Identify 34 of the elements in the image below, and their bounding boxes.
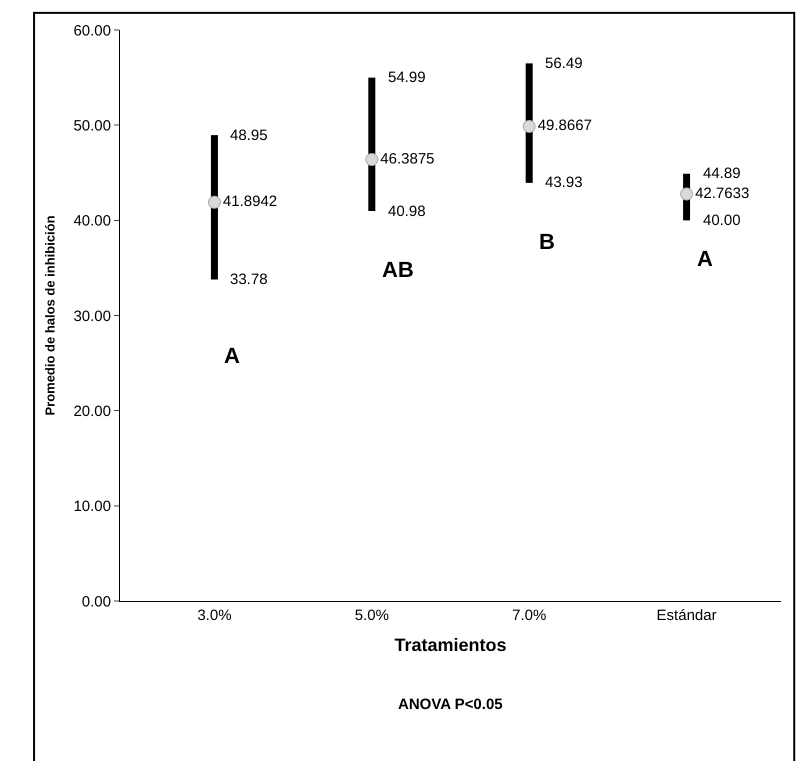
annotation: 54.99 xyxy=(388,69,426,86)
y-tick-label: 60.00 xyxy=(73,22,111,40)
annotation: A xyxy=(697,246,713,271)
annotation: 33.78 xyxy=(230,271,268,288)
annotation: 48.95 xyxy=(230,127,268,144)
y-tick-label: 50.00 xyxy=(73,117,111,134)
annotation: AB xyxy=(382,257,414,282)
x-tick-label: 5.0% xyxy=(354,607,389,624)
y-tick-label: 10.00 xyxy=(73,498,111,516)
point xyxy=(680,188,694,201)
point xyxy=(522,120,536,133)
x-tick-label: 7.0% xyxy=(512,607,546,624)
y-tick-label: 20.00 xyxy=(73,402,111,420)
annotation: 40.98 xyxy=(388,203,426,220)
y-tick-label: 0.00 xyxy=(82,593,111,610)
data-label: 42.7633 xyxy=(695,184,750,202)
annotation: A xyxy=(224,343,240,368)
data-label: 41.8942 xyxy=(222,193,278,210)
annotation: 44.89 xyxy=(703,165,741,182)
annotation: 40.00 xyxy=(703,212,741,229)
x-tick-label: 3.0% xyxy=(197,607,232,624)
annotation: B xyxy=(539,229,555,254)
annotation: 43.93 xyxy=(545,174,583,191)
y-axis-title: Promedio de halos de inhibición xyxy=(42,215,58,416)
y-tick-label: 40.00 xyxy=(73,212,111,230)
data-label: 46.3875 xyxy=(380,150,435,168)
x-axis-title: Tratamientos xyxy=(394,635,507,656)
y-tick-label: 30.00 xyxy=(73,308,111,325)
point xyxy=(365,153,378,166)
x-tick-label: Estándar xyxy=(656,607,717,624)
point xyxy=(208,196,221,209)
annotation: 56.49 xyxy=(545,55,583,72)
data-label: 49.8667 xyxy=(538,117,592,134)
text: ANOVA P<0.05 xyxy=(398,696,503,713)
